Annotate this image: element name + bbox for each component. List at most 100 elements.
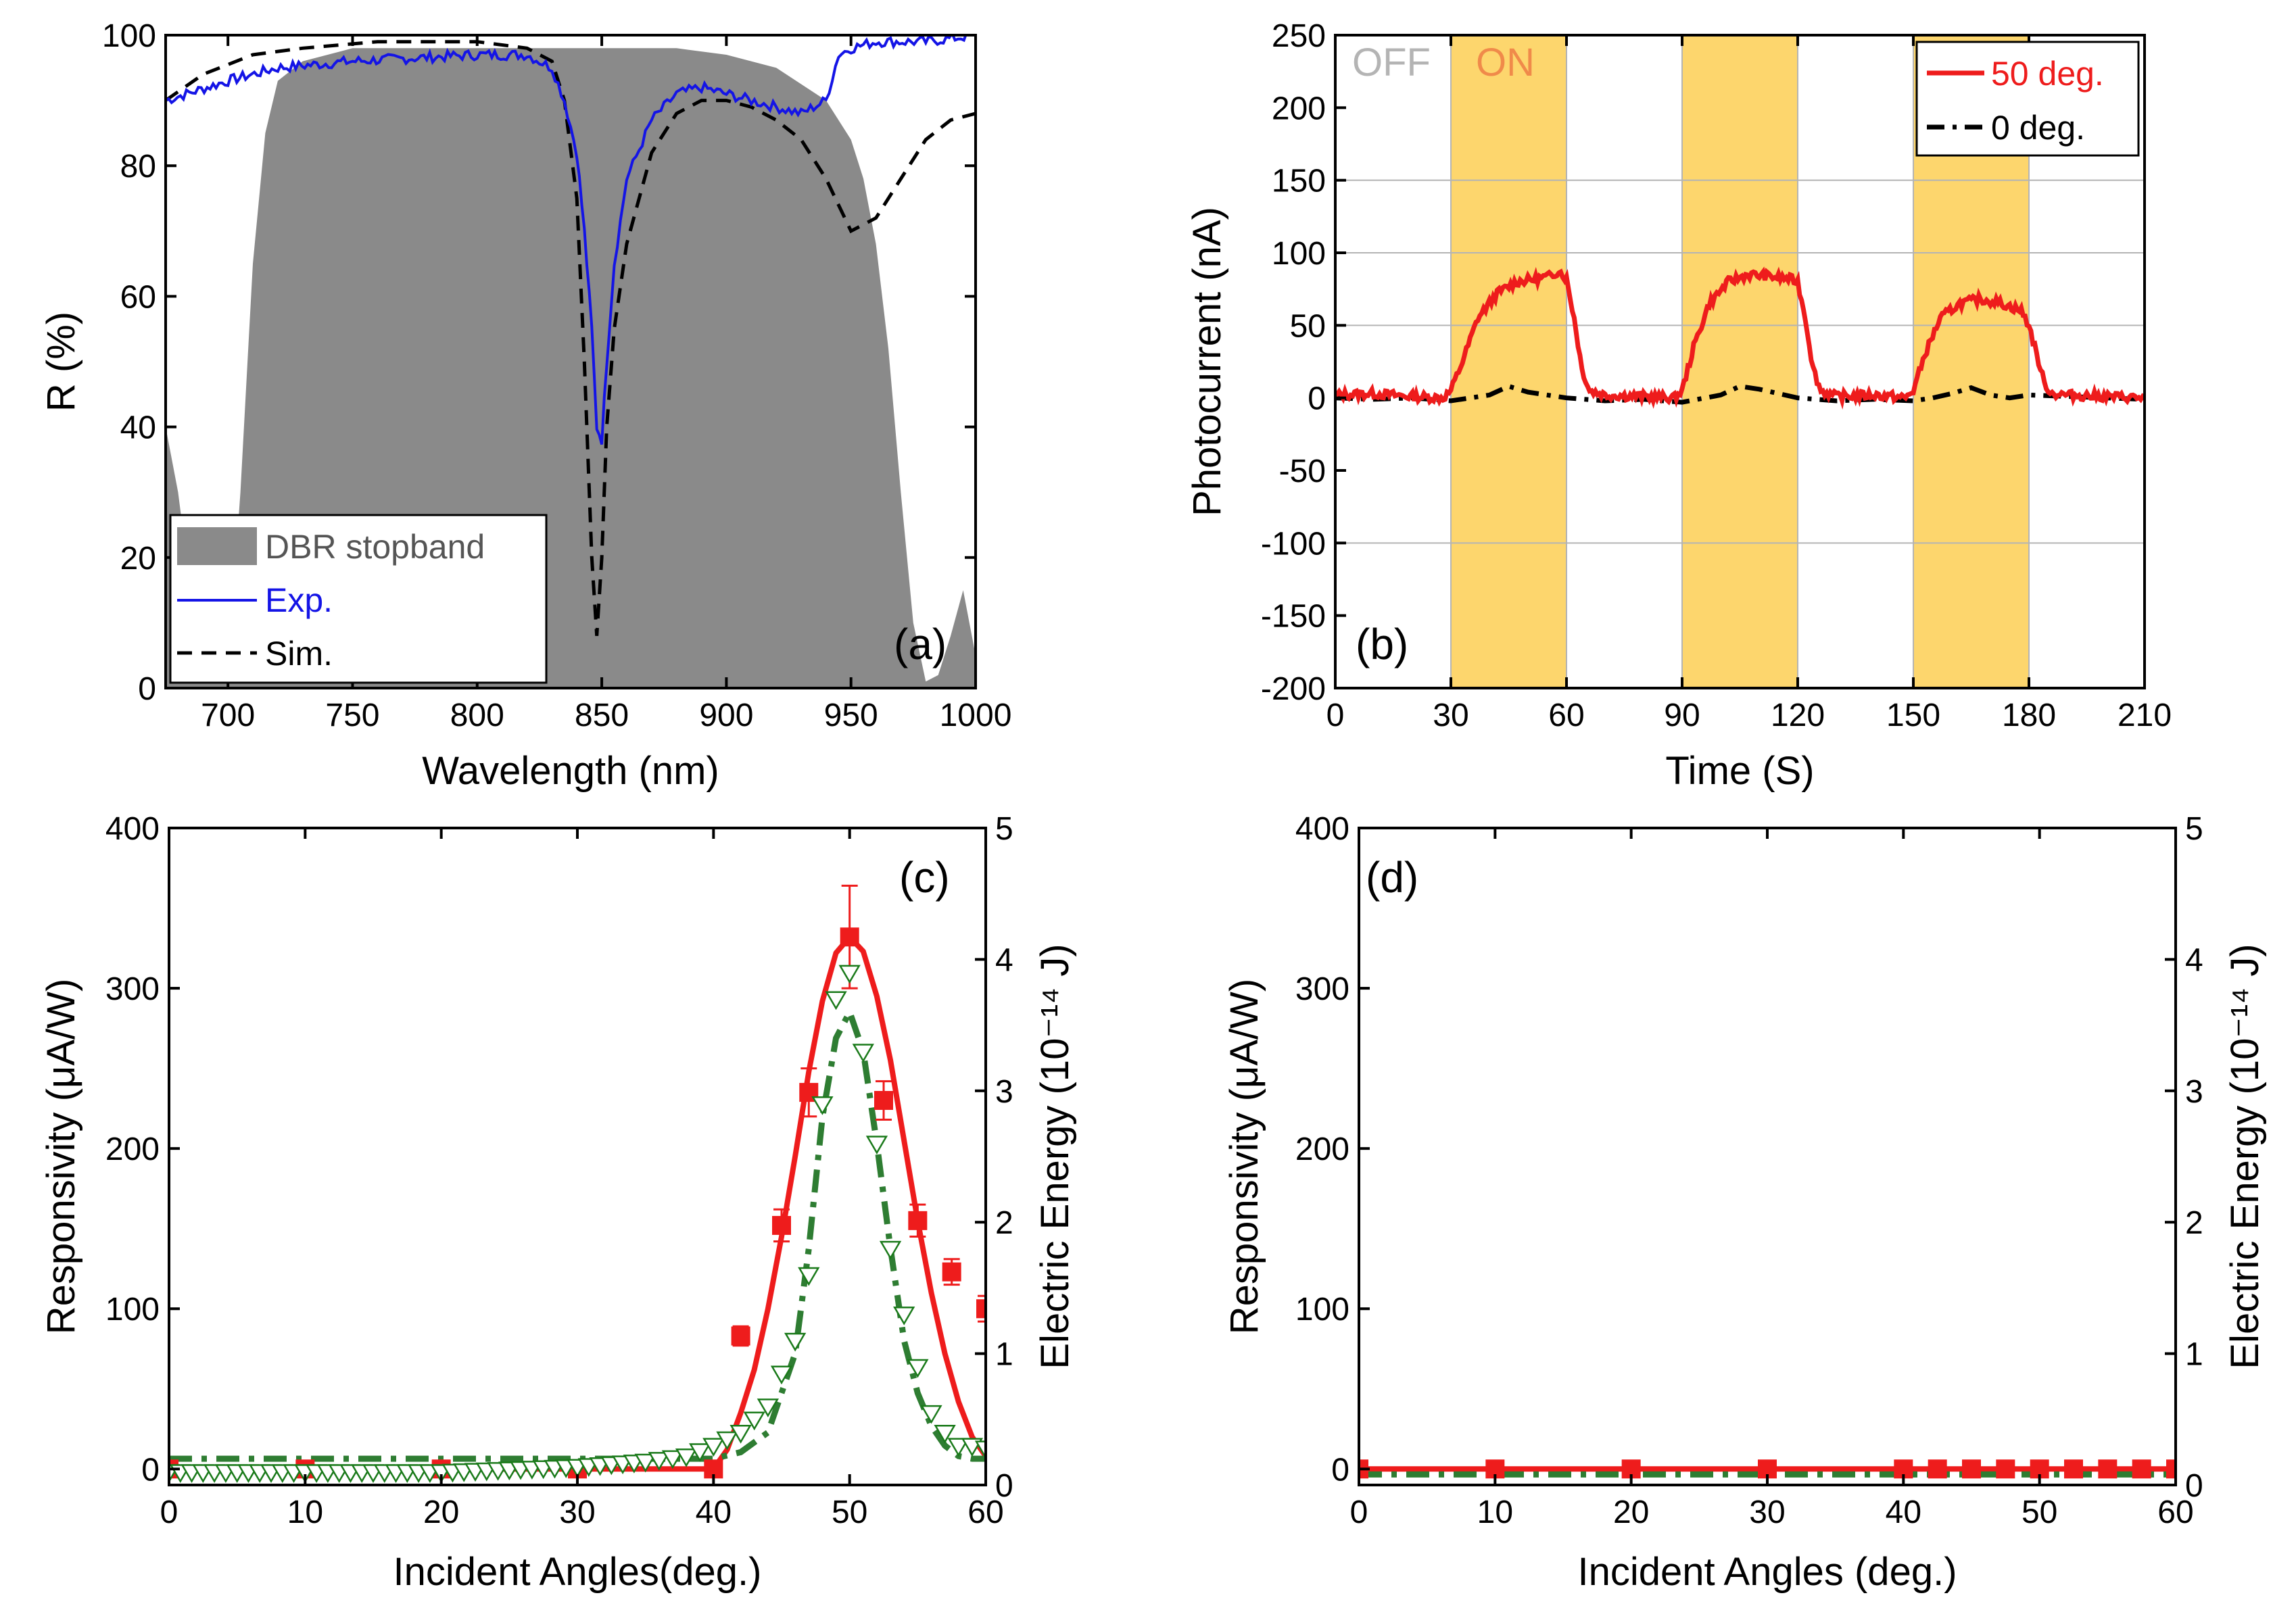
y2-tick-label-c: 1: [995, 1337, 1013, 1373]
responsivity-data-point: [840, 927, 859, 947]
y-tick-label-d: 0: [1331, 1452, 1349, 1488]
energy-fit-line: [169, 1004, 986, 1462]
light-on-band: [1682, 35, 1798, 688]
x-axis-title-c: Incident Angles(deg.): [393, 1550, 762, 1594]
responsivity-data-point: [2132, 1459, 2151, 1479]
responsivity-data-point: [1996, 1459, 2015, 1479]
x-tick-label-c: 60: [967, 1494, 1003, 1530]
x-tick-label-c: 30: [559, 1494, 595, 1530]
x-tick-label-d: 40: [1886, 1494, 1921, 1530]
energy-data-point: [879, 1240, 902, 1260]
energy-data-point: [920, 1405, 942, 1424]
plot-frame-c: [168, 827, 987, 1486]
responsivity-data-point: [731, 1326, 750, 1346]
y2-tick-label-c: 3: [995, 1074, 1013, 1110]
x-axis-title-a: Wavelength (nm): [422, 749, 719, 793]
y2-axis-title-c: Electric Energy (10⁻¹⁴ J): [1033, 944, 1077, 1369]
x-tick-label-d: 0: [1350, 1494, 1368, 1530]
energy-data-point: [852, 1044, 874, 1063]
y-tick-label-b: 50: [1290, 308, 1326, 344]
plot-frame-b: [1334, 34, 2146, 689]
x-tick-label-b: 30: [1433, 698, 1468, 733]
y-tick-label-b: -200: [1261, 671, 1326, 707]
x-tick-label-a: 900: [699, 698, 753, 733]
legend-a: DBR stopband Exp. Sim.: [169, 514, 548, 684]
y-tick-label-d: 400: [1295, 811, 1349, 847]
energy-data-point: [743, 1411, 765, 1431]
energy-data-point: [907, 1359, 929, 1378]
legend-label-50deg: 50 deg.: [1991, 55, 2104, 93]
y-axis-title-c: Responsivity (μA/W): [39, 979, 83, 1335]
y-tick-label-b: -50: [1279, 454, 1326, 489]
y2-axis-title-d: Electric Energy (10⁻¹⁴ J): [2223, 944, 2267, 1369]
y-tick-label-b: 250: [1272, 18, 1326, 54]
x-tick-label-b: 180: [2002, 698, 2056, 733]
y2-tick-label-c: 4: [995, 942, 1013, 978]
plot-area-c: [169, 884, 986, 1484]
energy-data-point: [974, 1440, 986, 1460]
energy-data-point: [865, 1136, 888, 1155]
energy-data-point: [689, 1443, 711, 1462]
y-tick-label-c: 400: [105, 811, 160, 847]
energy-data-point: [730, 1424, 752, 1444]
panel-b: 0 30 60 90 120 150 180 210 -200 -150 -100 -50 0 50 100…: [1185, 18, 2172, 793]
y2-tick-label-d: 1: [2185, 1337, 2203, 1373]
energy-data-point: [893, 1307, 915, 1325]
exp-line: [166, 35, 976, 445]
y-tick-label-b: 0: [1308, 381, 1326, 417]
x-axis-title-b: Time (S): [1665, 749, 1814, 793]
y-tick-label-a: 20: [120, 541, 156, 577]
x-tick-label-a: 700: [201, 698, 255, 733]
y-tick-label-b: 200: [1272, 91, 1326, 126]
panel-c: 0 10 20 30 40 50 600100200300400012345Incident…: [39, 811, 1077, 1594]
y-axis-title-b: Photocurrent (nA): [1185, 207, 1229, 516]
y-tick-label-c: 200: [105, 1132, 160, 1167]
plot-frame-d: [1358, 827, 2177, 1486]
energy-data-point: [798, 1267, 820, 1286]
responsivity-data-point: [2098, 1459, 2118, 1479]
legend-b: 50 deg. 0 deg.: [1915, 41, 2140, 157]
energy-data-point: [716, 1431, 738, 1451]
x-axis-title-d: Incident Angles (deg.): [1577, 1550, 1957, 1594]
panel-label-c: (c): [899, 853, 950, 902]
energy-data-point: [838, 965, 861, 984]
energy-data-point: [784, 1332, 807, 1352]
x-tick-label-b: 210: [2118, 698, 2172, 733]
x-tick-label-d: 60: [2157, 1494, 2193, 1530]
responsivity-data-point: [2064, 1459, 2083, 1479]
off-label: OFF: [1352, 41, 1431, 84]
legend-label-stopband: DBR stopband: [265, 528, 485, 566]
y-tick-label-c: 100: [105, 1292, 160, 1328]
y-tick-label-b: 150: [1272, 164, 1326, 199]
y-tick-label-a: 100: [102, 18, 156, 54]
x-tick-label-c: 10: [287, 1494, 323, 1530]
y-tick-label-a: 60: [120, 279, 156, 315]
y-tick-label-d: 200: [1295, 1132, 1349, 1167]
energy-data-point: [770, 1365, 793, 1385]
y-tick-label-d: 300: [1295, 971, 1349, 1007]
energy-data-point: [661, 1450, 684, 1469]
fifty-deg-line: [1334, 266, 2147, 410]
energy-data-point: [934, 1424, 956, 1444]
x-tick-label-d: 30: [1749, 1494, 1785, 1530]
x-tick-label-b: 90: [1664, 698, 1700, 733]
x-tick-label-b: 120: [1771, 698, 1825, 733]
panel-a: 700 750 800 850 900 950 1000 0 20 40 60 80 100 Wavele…: [39, 18, 1011, 793]
legend-label-0deg: 0 deg.: [1991, 109, 2085, 147]
energy-data-point: [702, 1438, 725, 1457]
light-on-band: [1451, 35, 1566, 688]
responsivity-data-point: [772, 1215, 791, 1235]
on-label: ON: [1476, 41, 1535, 84]
y2-tick-label-c: 2: [995, 1205, 1013, 1241]
energy-data-point: [675, 1448, 698, 1467]
x-tick-label-c: 0: [160, 1494, 178, 1530]
y-axis-title-d: Responsivity (μA/W): [1222, 979, 1266, 1335]
y2-tick-label-d: 2: [2185, 1205, 2203, 1241]
y2-tick-label-d: 3: [2185, 1074, 2203, 1110]
energy-data-point: [757, 1398, 780, 1417]
energy-data-point: [811, 1096, 834, 1115]
x-tick-label-a: 800: [450, 698, 504, 733]
y-tick-label-a: 40: [120, 410, 156, 446]
x-tick-label-b: 0: [1326, 698, 1345, 733]
x-tick-label-c: 40: [696, 1494, 732, 1530]
